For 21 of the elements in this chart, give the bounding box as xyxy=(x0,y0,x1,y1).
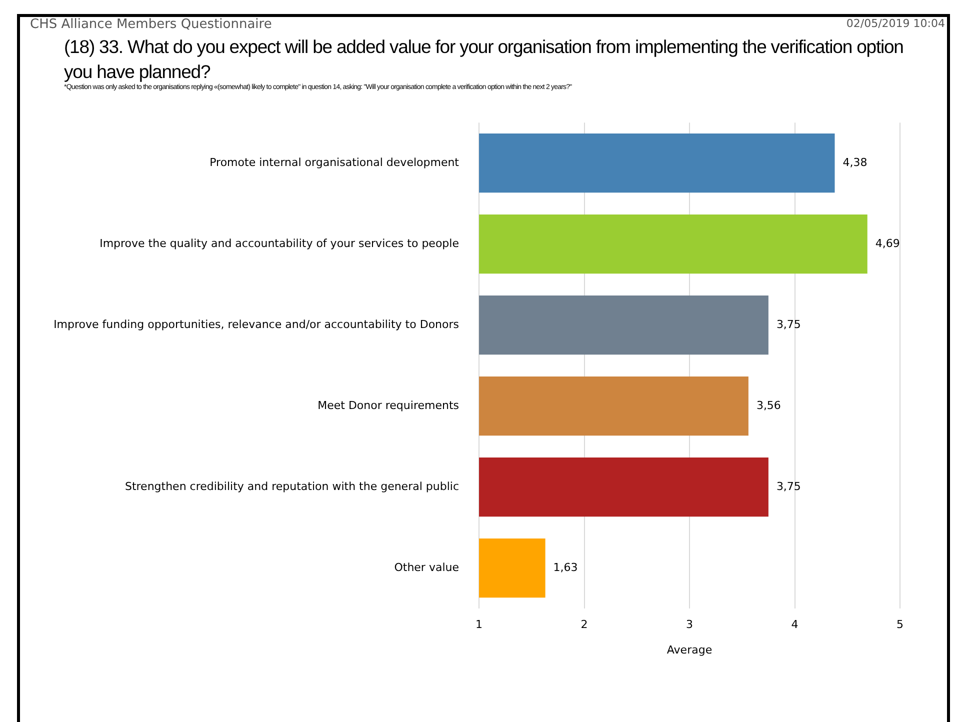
x-tick-label: 1 xyxy=(476,618,482,632)
chart-title: (18) 33. What do you expect will be added value for your organisation from implementing the verification option you have planned? xyxy=(64,35,904,84)
y-tick-label: Other value xyxy=(394,560,460,574)
y-tick-label: Promote internal organisational development xyxy=(210,156,460,169)
data-label: 4,69 xyxy=(875,236,900,250)
x-tick-label: 3 xyxy=(686,618,693,632)
text: CHS Alliance Members Questionnaire xyxy=(30,17,272,32)
y-tick-label: Meet Donor requirements xyxy=(318,398,460,412)
y-tick-label: Improve funding opportunities, relevance and/or accountability to Donors xyxy=(54,318,460,331)
x-tick-label: 5 xyxy=(896,618,904,632)
x-axis-title: Average xyxy=(666,643,712,656)
x-tick-label: 2 xyxy=(580,618,588,632)
text: 02/05/2019 10:04 xyxy=(846,17,945,30)
x-tick-label: 4 xyxy=(791,618,798,632)
data-label: 3,75 xyxy=(776,480,801,493)
y-tick-label: Strengthen credibility and reputation with the general public xyxy=(124,480,459,493)
data-label: 3,75 xyxy=(776,318,801,331)
data-label: 4,38 xyxy=(842,156,868,169)
y-tick-label: Improve the quality and accountability of your services to people xyxy=(100,236,460,250)
data-label: 3,56 xyxy=(756,398,781,412)
data-label: 1,63 xyxy=(553,560,578,574)
